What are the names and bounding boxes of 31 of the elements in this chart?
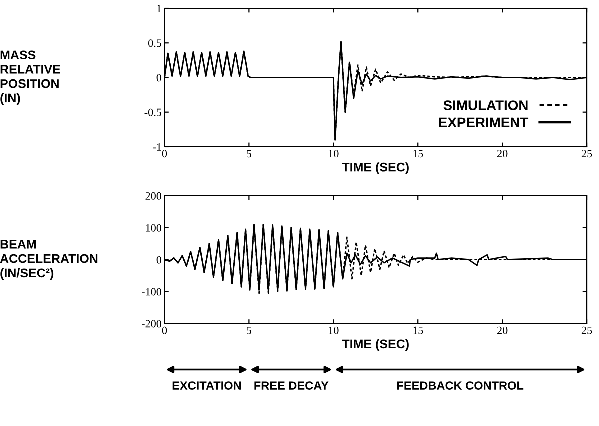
text: FREE DECAY [254, 382, 329, 390]
x-tick-label: 0 [162, 326, 168, 334]
legend-label: SIMULATION [444, 100, 528, 110]
legend-label: EXPERIMENT [439, 118, 529, 128]
x-tick-label: 0 [162, 150, 168, 158]
y-tick-label: 100 [146, 224, 162, 232]
x-tick-label: 25 [582, 326, 592, 334]
x-tick-label: 5 [247, 326, 252, 334]
x-tick-label: 20 [497, 150, 508, 158]
text: EXCITATION [172, 382, 242, 390]
y-axis-title: BEAM ACCELERATION (IN/SEC²) [0, 240, 98, 280]
y-tick-label: 0 [156, 74, 162, 82]
x-tick-label: 25 [582, 150, 592, 158]
y-tick-label: 0 [156, 256, 162, 264]
x-tick-label: 10 [329, 150, 339, 158]
x-axis-title: TIME (SEC) [342, 339, 409, 352]
y-tick-label: 1 [157, 5, 162, 12]
x-tick-label: 5 [247, 150, 252, 158]
y-tick-label: -1 [153, 143, 162, 151]
y-tick-label: 200 [146, 192, 162, 200]
text: FEEDBACK CONTROL [398, 382, 524, 390]
y-tick-label: -200 [142, 320, 162, 328]
y-axis-title: MASS RELATIVE POSITION (IN) [0, 50, 60, 106]
x-axis-title: TIME (SEC) [342, 162, 409, 174]
y-tick-label: -0.5 [144, 108, 162, 116]
y-tick-label: -100 [142, 288, 162, 296]
x-tick-label: 10 [329, 326, 339, 334]
y-tick-label: 0.5 [148, 40, 162, 48]
x-tick-label: 15 [414, 326, 424, 334]
x-tick-label: 20 [497, 326, 508, 334]
x-tick-label: 15 [414, 150, 424, 158]
